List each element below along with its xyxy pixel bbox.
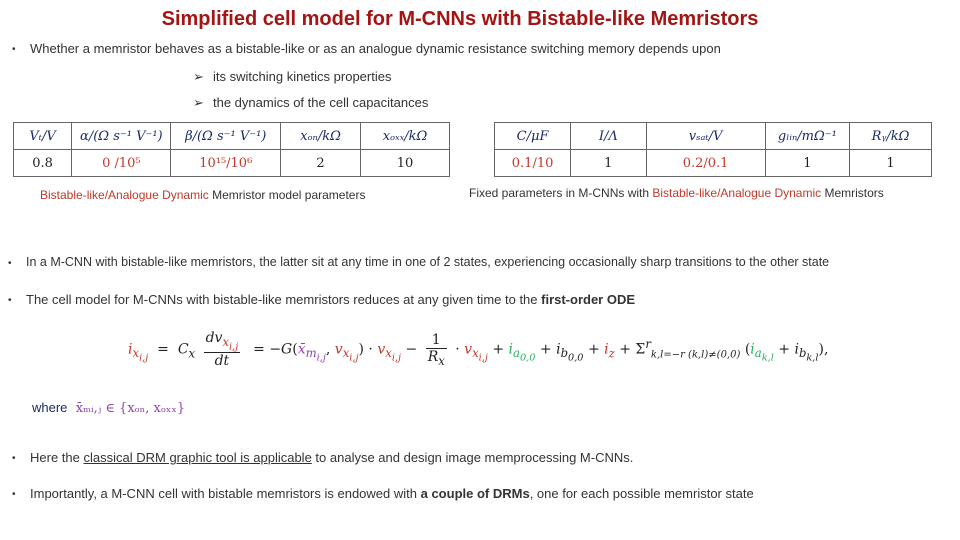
table-cell: 10¹⁵/10⁶ — [170, 149, 282, 177]
table-header-cell: Vₜ/V — [12, 122, 73, 150]
table-cell: 1 — [764, 149, 851, 177]
table-cell: 0.8 — [12, 149, 73, 177]
arrow-bullet-icon: ➢ — [193, 95, 204, 110]
table-header-cell: β/(Ω s⁻¹ V⁻¹) — [170, 122, 282, 150]
table-cell: 0 /10⁵ — [71, 149, 172, 177]
cell-ode-equation: ixi,j = Cx dvxi,j dt = −G(x̄mi,j, vxi,j) … — [128, 330, 829, 370]
table-header-cell: C/μF — [493, 122, 572, 150]
table2-caption: Fixed parameters in M-CNNs with Bistable… — [469, 186, 884, 200]
bullet-first-order-ode: The cell model for M-CNNs with bistable-… — [26, 292, 636, 307]
table-cell: 2 — [280, 149, 362, 177]
fixed-parameters-table: C/μF I/Λ vₛₐₜ/V gₗᵢₙ/mΩ⁻¹ Rᵧ/kΩ 0.1/10 1… — [493, 122, 932, 177]
slide-title: Simplified cell model for M-CNNs with Bi… — [161, 8, 759, 30]
arrow-bullet-icon: ➢ — [193, 69, 204, 84]
bullet-drm-applicable: Here the classical DRM graphic tool is a… — [30, 450, 634, 465]
sub-bullet-kinetics: ➢ its switching kinetics properties — [193, 69, 392, 84]
bullet-dot: • — [8, 258, 12, 269]
where-clause: where x̄ₘᵢ,ⱼ ∈ {xₒₙ, xₒₓₓ} — [32, 400, 186, 416]
bullet-dot: • — [8, 295, 12, 306]
table-cell: 10 — [360, 149, 450, 177]
sub-bullet-capacitances: ➢ the dynamics of the cell capacitances — [193, 95, 429, 110]
bullet-couple-of-drms: Importantly, a M-CNN cell with bistable … — [30, 486, 754, 501]
table-cell: 1 — [849, 149, 932, 177]
table-cell: 1 — [570, 149, 647, 177]
bullet-two-states: In a M-CNN with bistable-like memristors… — [26, 255, 830, 269]
table-header-cell: α/(Ω s⁻¹ V⁻¹) — [71, 122, 172, 150]
table-header-cell: vₛₐₜ/V — [645, 122, 766, 150]
bullet-dot: • — [12, 453, 16, 464]
bullet-memristor-behaviour: Whether a memristor behaves as a bistabl… — [30, 41, 721, 56]
table-header-cell: xₒₙ/kΩ — [280, 122, 362, 150]
table-cell: 0.2/0.1 — [645, 149, 766, 177]
table-header-cell: gₗᵢₙ/mΩ⁻¹ — [764, 122, 851, 150]
memristor-parameters-table: Vₜ/V α/(Ω s⁻¹ V⁻¹) β/(Ω s⁻¹ V⁻¹) xₒₙ/kΩ … — [12, 122, 450, 177]
table1-caption: Bistable-like/Analogue Dynamic Memristor… — [40, 188, 366, 202]
table-header-cell: xₒₓₓ/kΩ — [360, 122, 450, 150]
bullet-dot: • — [12, 489, 16, 500]
table-cell: 0.1/10 — [493, 149, 572, 177]
table-header-cell: I/Λ — [570, 122, 647, 150]
table-header-cell: Rᵧ/kΩ — [849, 122, 932, 150]
bullet-dot: • — [12, 44, 16, 55]
